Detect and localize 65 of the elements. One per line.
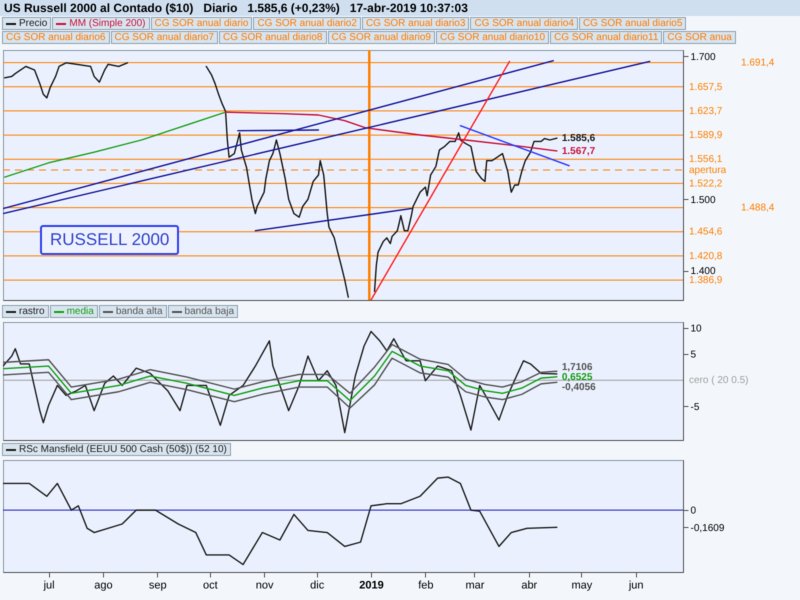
line-series <box>3 476 558 566</box>
legend-label: Precio <box>19 18 48 29</box>
line-series <box>224 111 558 152</box>
y-tick-label: 5 <box>690 349 696 360</box>
line-series <box>3 357 558 409</box>
data-label: 1.585,6 <box>562 133 596 144</box>
y-tick-label: 10 <box>690 323 702 334</box>
text: CG SOR anual diario11 <box>550 31 662 44</box>
x-tick-label: feb <box>418 580 434 592</box>
ref-line-label: apertura <box>689 165 727 176</box>
ref-line-label: 1.589,9 <box>689 130 723 142</box>
y-tick-label: -0,1609 <box>690 522 725 534</box>
legend-label: banda alta <box>116 306 163 317</box>
x-tick-label: jul <box>42 580 55 592</box>
x-tick-label: oct <box>202 580 218 592</box>
text: CG SOR anual diario10 <box>436 31 550 44</box>
data-label: -0,4056 <box>562 382 596 393</box>
legend-label: media <box>66 306 94 317</box>
text: CG SOR anual diario5 <box>578 17 686 30</box>
line-series <box>3 330 558 434</box>
line-series <box>4 111 226 178</box>
line-series <box>3 344 558 394</box>
ref-line-label: 1.420,8 <box>689 250 723 262</box>
text: CG SOR anual diario9 <box>328 31 435 44</box>
y-tick-label: 0 <box>690 506 696 517</box>
x-tick-label: may <box>571 580 593 592</box>
y-tick-label: 1.500 <box>690 194 716 206</box>
text: CG SOR anual diario7 <box>110 31 218 44</box>
y-tick-label: -5 <box>690 402 700 413</box>
legend-label: MM (Simple 200) <box>69 18 146 29</box>
text: CG SOR anual diario3 <box>362 17 470 30</box>
legend-label: rastro <box>19 306 45 317</box>
x-tick-label: nov <box>256 580 274 592</box>
legend-label: RSc Mansfield (EEUU 500 Cash (50$)) (52 10) <box>19 444 227 455</box>
text: CG SOR anual diario <box>150 17 252 30</box>
ref-line-label: 1.386,9 <box>689 275 723 286</box>
y-tick-label: 1.700 <box>690 52 716 63</box>
ref-line-label: 1.623,7 <box>689 106 723 117</box>
x-tick-label: abr <box>521 580 538 592</box>
x-tick-label: dic <box>310 580 325 592</box>
y-tick-label: 1.400 <box>690 266 716 278</box>
ref-line-label: 1.488,4 <box>741 202 775 214</box>
text: CG SOR anual diario2 <box>253 17 361 30</box>
ref-line-label: cero ( 20 0.5) <box>689 375 748 386</box>
ref-line-label: 1.522,2 <box>689 178 723 190</box>
ref-line-label: 1.657,5 <box>689 82 723 93</box>
text: CG SOR anual diario4 <box>470 17 578 30</box>
x-tick-label: mar <box>465 580 485 592</box>
text: CG SOR anual diario6 <box>2 31 110 44</box>
x-tick-label: sep <box>148 580 167 592</box>
x-tick-label: ago <box>94 580 113 592</box>
chart-title: US Russell 2000 al Contado ($10) Diario 1.585,6 (+0,23%) 17-abr-2019 10:37:03 <box>0 0 800 16</box>
ref-line-label: 1.454,6 <box>689 226 723 238</box>
legend-label: banda baja <box>184 306 234 317</box>
line-series <box>3 350 558 402</box>
data-label: 1.567,7 <box>562 146 596 157</box>
ref-line-label: 1.691,4 <box>741 58 775 69</box>
text: RUSSELL 2000 <box>40 225 180 255</box>
ref-line-label: 1.556,1 <box>689 154 723 166</box>
text: CG SOR anual diario8 <box>219 31 326 44</box>
data-label: 1,7106 <box>562 362 593 373</box>
x-tick-label: jun <box>628 580 644 592</box>
x-tick-label: 2019 <box>359 580 384 592</box>
data-label: 0,6525 <box>562 372 593 383</box>
text: CG SOR anua <box>663 31 736 44</box>
